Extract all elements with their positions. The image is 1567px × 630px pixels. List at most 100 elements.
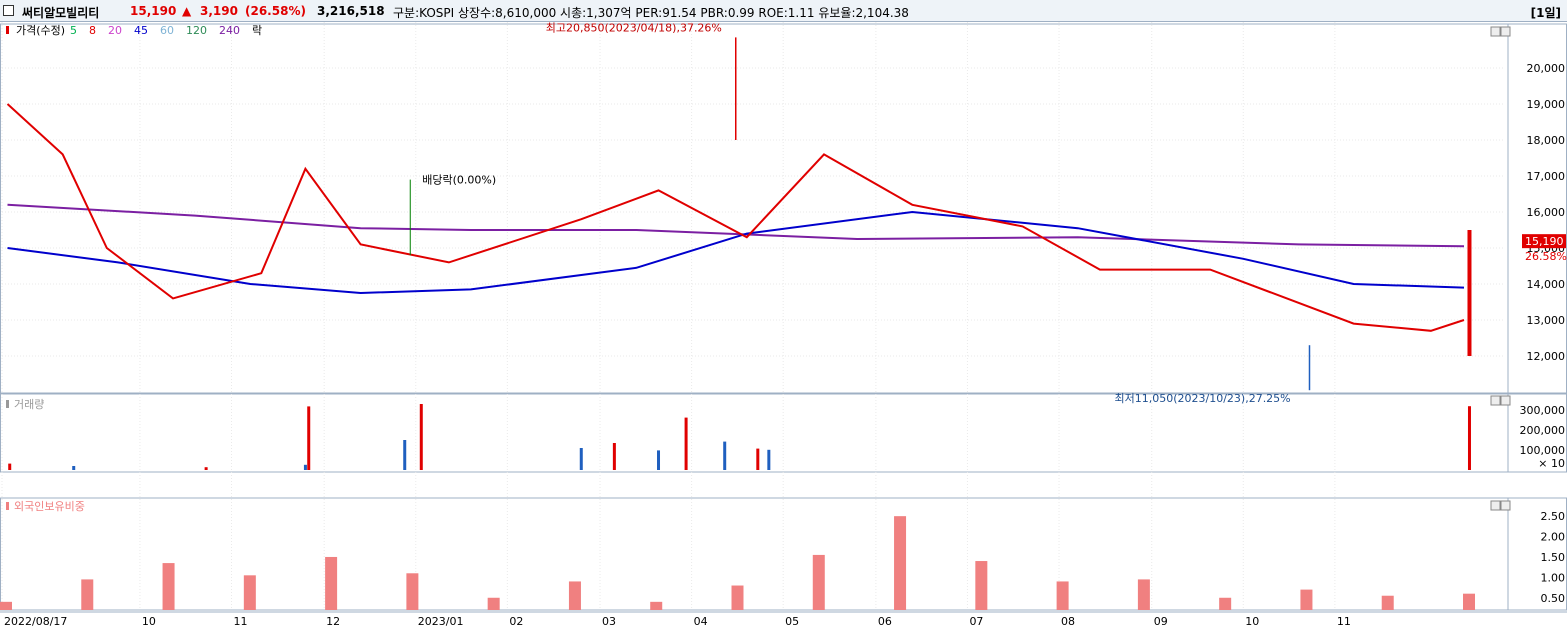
- last-price-tag: [1522, 234, 1566, 249]
- x-tick-label: 03: [602, 615, 616, 628]
- y-tick-label: 17,000: [1527, 170, 1566, 183]
- x-tick-label: 07: [969, 615, 983, 628]
- volume-unit-label: × 10: [1538, 457, 1565, 470]
- y-tick-label: 100,000: [1520, 444, 1566, 457]
- current-price: 15,190: [130, 4, 177, 18]
- price-change-pct: (26.58%): [245, 4, 306, 18]
- y-tick-label: 300,000: [1520, 404, 1566, 417]
- x-tick-label: 11: [1337, 615, 1351, 628]
- foreign-bar: [731, 585, 744, 610]
- legend-item: 45: [134, 24, 148, 37]
- volume-bar: [684, 417, 688, 470]
- minimize-icon: [1490, 395, 1501, 406]
- close-icon: [1500, 500, 1511, 511]
- volume-bar: [204, 467, 208, 470]
- stock-name: 써티알모빌리티: [22, 6, 100, 20]
- x-tick-label: 09: [1154, 615, 1168, 628]
- foreign-bar: [162, 563, 175, 610]
- ma-line-45: [7, 210, 1465, 295]
- volume-bar: [1467, 406, 1471, 470]
- y-tick-label: 2.50: [1541, 510, 1566, 523]
- volume-bar: [579, 448, 583, 470]
- volume-bar: [612, 443, 616, 470]
- x-tick-label: 2022/08/17: [4, 615, 67, 628]
- volume-legend: 거래량: [14, 398, 44, 411]
- select-checkbox[interactable]: [3, 5, 14, 16]
- x-tick-label: 12: [326, 615, 340, 628]
- foreign-bar: [1381, 595, 1394, 610]
- legend-item: 락: [252, 24, 262, 37]
- x-tick-label: 10: [1245, 615, 1259, 628]
- chart-area: 20,00019,00018,00017,00016,00015,00014,0…: [0, 22, 1567, 628]
- foreign-bar: [1300, 589, 1313, 610]
- foreign-bar: [975, 561, 988, 610]
- legend-item: 가격(수정): [16, 24, 65, 37]
- last-candle: [1467, 230, 1472, 356]
- x-tick-label: 2023/01: [418, 615, 464, 628]
- legend-marker: [6, 502, 9, 510]
- foreign-bar: [568, 581, 581, 610]
- price-panel: [6, 37, 1472, 391]
- legend-item: 8: [89, 24, 96, 37]
- y-tick-label: 14,000: [1527, 278, 1566, 291]
- volume-bar: [767, 449, 771, 470]
- y-tick-label: 18,000: [1527, 134, 1566, 147]
- minimize-icon: [1490, 500, 1501, 511]
- foreign-bar: [325, 556, 338, 610]
- stock-header: 써티알모빌리티 15,190 ▲ 3,190 (26.58%) 3,216,51…: [0, 0, 1567, 22]
- volume-bar: [403, 440, 407, 470]
- y-tick-label: 1.50: [1541, 551, 1566, 564]
- close-icon: [1500, 395, 1511, 406]
- last-price-label: 15,190: [1525, 235, 1564, 248]
- legend-item: 5: [70, 24, 77, 37]
- close-icon: [1500, 26, 1511, 37]
- x-tick-label: 08: [1061, 615, 1075, 628]
- foreign-bar: [650, 601, 663, 610]
- up-arrow-icon: ▲: [182, 4, 192, 18]
- volume-bar: [72, 466, 76, 470]
- last-pct-label: 26.58%: [1525, 250, 1567, 263]
- foreign-bar: [812, 554, 825, 610]
- y-tick-label: 2.00: [1541, 531, 1566, 544]
- y-tick-label: 12,000: [1527, 350, 1566, 363]
- y-tick-label: 1.00: [1541, 571, 1566, 584]
- foreign-legend: 외국인보유비중: [14, 500, 85, 513]
- foreign-bar: [487, 597, 500, 610]
- volume-bar: [303, 464, 307, 470]
- foreign-panel: [0, 516, 1475, 610]
- ma-line-240: [7, 203, 1465, 248]
- volume-bar: [8, 463, 12, 470]
- legend-item: 120: [186, 24, 207, 37]
- legend-item: 20: [108, 24, 122, 37]
- x-tick-label: 06: [878, 615, 892, 628]
- foreign-bar: [243, 575, 256, 610]
- y-tick-label: 19,000: [1527, 98, 1566, 111]
- foreign-bar: [406, 573, 419, 610]
- volume-bar: [756, 448, 760, 470]
- volume-bar: [657, 450, 661, 470]
- foreign-bar: [1137, 579, 1150, 610]
- foreign-bar: [1056, 581, 1069, 610]
- trade-volume: 3,216,518: [317, 4, 385, 18]
- x-tick-label: 10: [142, 615, 156, 628]
- minimize-icon: [1490, 26, 1501, 37]
- foreign-bar: [1219, 597, 1232, 610]
- y-tick-label: 20,000: [1527, 62, 1566, 75]
- low-annotation: 최저11,050(2023/10/23),27.25%: [1114, 392, 1290, 405]
- foreign-bar: [1463, 593, 1475, 610]
- legend-marker: [6, 26, 9, 34]
- ma-line-8: [6, 103, 1465, 332]
- volume-bar: [307, 406, 311, 470]
- y-tick-label: 0.50: [1541, 592, 1566, 605]
- foreign-bar: [894, 516, 907, 610]
- volume-panel: [8, 404, 1471, 470]
- volume-bar: [419, 404, 423, 470]
- timeframe-selector[interactable]: [1일]: [1530, 6, 1561, 20]
- volume-bar: [723, 441, 727, 470]
- price-change: 3,190: [200, 4, 238, 18]
- dividend-annotation: 배당락(0.00%): [422, 174, 496, 187]
- stock-info: 구분:KOSPI 상장수:8,610,000 시총:1,307억 PER:91.…: [393, 6, 909, 20]
- legend-item: 60: [160, 24, 174, 37]
- x-tick-label: 11: [234, 615, 248, 628]
- foreign-bar: [0, 601, 12, 610]
